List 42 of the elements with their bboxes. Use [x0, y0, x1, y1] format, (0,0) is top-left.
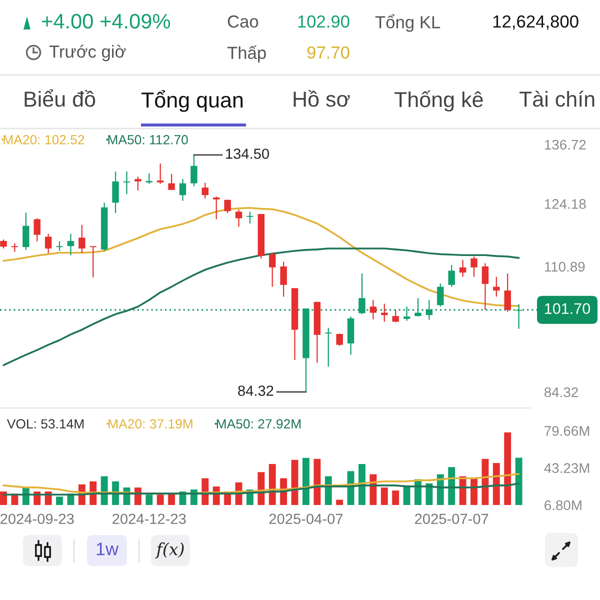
text: +4.00 +4.09%	[42, 14, 170, 29]
candlestick	[11, 243, 18, 252]
legend-label: MA20: 37.19M	[108, 419, 192, 429]
x-tick-label: 2024-12-23	[112, 514, 186, 524]
annotation: 134.50	[226, 148, 269, 159]
text: Trước giờ	[49, 44, 126, 62]
text: f(x)	[155, 542, 184, 559]
y-tick-label: 43.23M	[544, 463, 590, 474]
text: 1w	[96, 542, 119, 556]
text: Tài chín	[519, 90, 594, 107]
x-tick-label: 2024-09-23	[0, 514, 74, 524]
text: Hồ sơ	[294, 90, 350, 107]
text: Tổng KL	[375, 14, 440, 32]
y-tick-label: 124.18	[544, 199, 586, 209]
y-tick-label: 110.89	[544, 262, 585, 272]
text: Tổng quan	[141, 90, 243, 112]
text: 12,624,800	[493, 15, 578, 30]
text: Thấp	[227, 46, 266, 62]
candlestick	[123, 172, 130, 194]
x-tick-label: 2025-04-07	[269, 514, 343, 524]
annotation: 84.32	[238, 386, 274, 396]
y-tick-label: 136.72	[544, 140, 586, 150]
line-series	[2, 248, 520, 366]
x-tick-label: 2025-07-07	[415, 514, 488, 524]
legend-label: MA50: 112.70	[108, 135, 188, 144]
text: Cao	[228, 15, 258, 28]
candlestick	[403, 306, 410, 321]
y-tick-label: 84.32	[544, 387, 578, 398]
text: 97.70	[307, 46, 350, 59]
ref-line-label: 101.70	[545, 303, 590, 314]
candlestick	[67, 234, 74, 256]
text: Biểu đồ	[24, 89, 96, 107]
y-tick-label: 79.66M	[544, 426, 590, 436]
text: 102.90	[298, 15, 350, 28]
y-tick-label: 6.80M	[544, 500, 582, 510]
line-series	[2, 482, 520, 496]
legend-label: MA20: 102.52	[4, 135, 84, 144]
legend-label: MA50: 27.92M	[216, 419, 301, 429]
text: VOL: 53.14M	[6, 419, 84, 429]
candlestick	[459, 260, 466, 277]
text: Thống kê	[394, 90, 483, 112]
candlestick	[515, 304, 522, 329]
